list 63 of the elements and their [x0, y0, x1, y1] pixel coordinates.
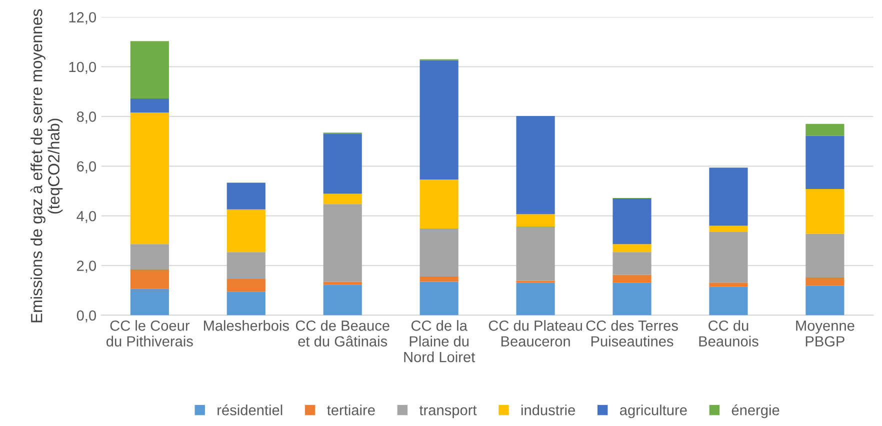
bar	[420, 60, 458, 180]
bar	[806, 286, 844, 316]
legend-label: résidentiel	[218, 404, 282, 416]
bar	[420, 282, 458, 316]
legend-label: tertiaire	[327, 404, 375, 416]
legend-label: agriculture	[620, 404, 687, 418]
x-tick-label: CC des Terres Puiseautines	[586, 320, 678, 347]
x-tick-label: CC de Beauce et du Gâtinais	[296, 320, 390, 347]
bar	[516, 214, 555, 227]
legend-label: industrie	[521, 404, 575, 416]
bar	[130, 244, 169, 270]
bar	[420, 276, 458, 282]
bar	[130, 270, 169, 289]
bar	[806, 234, 844, 278]
bar	[612, 252, 652, 275]
bar	[323, 282, 362, 285]
x-tick-label: CC le Coeur du Pithiverais	[106, 320, 193, 347]
bar	[226, 278, 266, 292]
y-tick-label: 12,0	[69, 12, 96, 24]
bar	[516, 226, 555, 281]
bar	[806, 277, 844, 286]
bar	[323, 194, 362, 204]
bar	[709, 226, 748, 232]
y-tick-label: 6,0	[77, 161, 96, 174]
legend-label: transport	[419, 406, 477, 418]
bar	[323, 284, 362, 316]
y-tick-label: 0,0	[76, 310, 96, 322]
bar	[612, 244, 652, 252]
bar	[709, 232, 748, 283]
bar	[226, 252, 266, 279]
legend-label: énergie	[732, 404, 780, 418]
x-tick-label: Moyenne PBGP	[796, 320, 854, 347]
bar	[806, 136, 844, 189]
x-tick-label: CC du Beaunois	[699, 320, 758, 347]
bar	[709, 282, 748, 287]
bar	[806, 189, 844, 234]
x-tick-label: CC de la Plaine du Nord Loiret	[404, 320, 476, 362]
bar	[612, 198, 652, 244]
bar	[420, 228, 458, 276]
y-tick-label: 10,0	[69, 62, 96, 74]
y-axis-title: Emissions de gaz à effet de serre moyennes (teqCO2/hab)	[30, 9, 63, 322]
bar	[130, 98, 169, 112]
y-tick-label: 8,0	[76, 112, 96, 124]
bar	[323, 204, 362, 282]
bar	[323, 134, 362, 194]
bar	[420, 180, 458, 229]
x-tick-label: CC du Plateau Beauceron	[488, 320, 582, 347]
bar	[130, 41, 169, 99]
bar	[226, 209, 266, 252]
bar	[226, 292, 266, 316]
y-tick-label: 4,0	[76, 210, 96, 223]
bar	[806, 124, 844, 136]
y-tick-label: 2,0	[77, 260, 96, 273]
bar	[226, 182, 266, 210]
bar	[516, 282, 555, 316]
x-tick-label: Malesherbois	[204, 320, 289, 331]
bar	[516, 116, 555, 214]
bar	[709, 286, 748, 316]
bar	[612, 282, 652, 316]
bar	[130, 112, 169, 244]
bar	[130, 288, 169, 316]
bar	[612, 274, 652, 283]
bar	[709, 168, 748, 226]
